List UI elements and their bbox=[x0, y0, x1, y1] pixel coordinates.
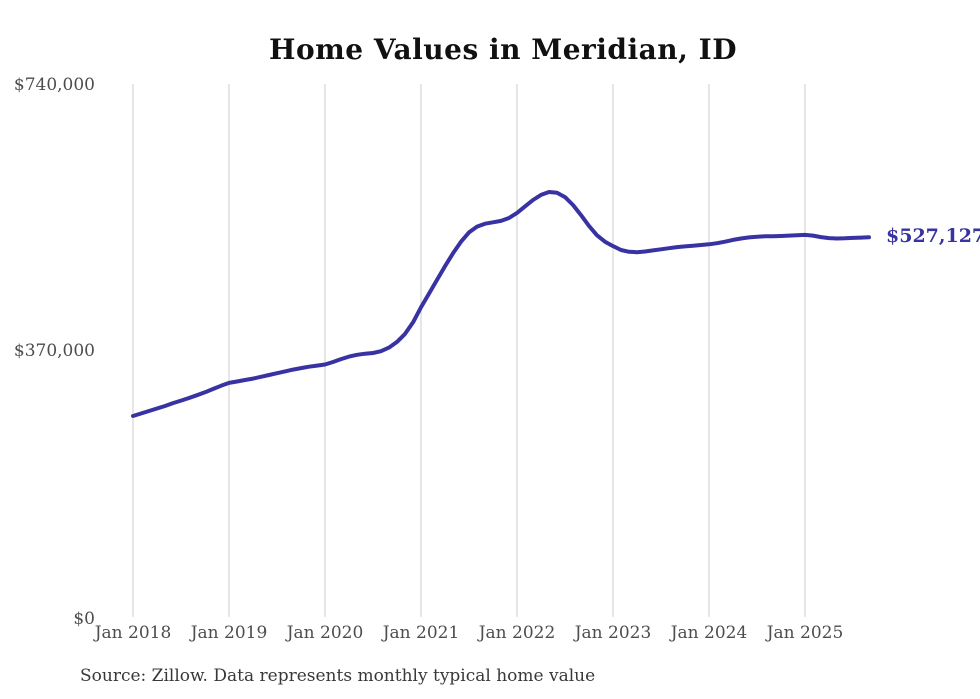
x-axis-label-jan-2018: Jan 2018 bbox=[94, 623, 172, 643]
gridlines bbox=[132, 84, 806, 617]
x-axis-label-jan-2020: Jan 2020 bbox=[286, 623, 364, 643]
x-axis-label-jan-2025: Jan 2025 bbox=[766, 623, 844, 643]
y-axis-label-0: $0 bbox=[73, 609, 95, 629]
home-value-line-series bbox=[131, 190, 871, 418]
x-axis-label-jan-2024: Jan 2024 bbox=[670, 623, 748, 643]
x-axis-label-jan-2022: Jan 2022 bbox=[478, 623, 556, 643]
y-axis-label-1: $370,000 bbox=[13, 341, 95, 361]
chart-title: Home Values in Meridian, ID bbox=[269, 33, 737, 66]
x-axis-label-jan-2019: Jan 2019 bbox=[190, 623, 268, 643]
latest-value-label: $527,127 bbox=[886, 225, 980, 248]
source-note: Source: Zillow. Data represents monthly … bbox=[80, 666, 596, 686]
x-axis-label-jan-2023: Jan 2023 bbox=[574, 623, 652, 643]
x-axis-label-jan-2021: Jan 2021 bbox=[382, 623, 460, 643]
y-axis-label-2: $740,000 bbox=[13, 75, 95, 95]
